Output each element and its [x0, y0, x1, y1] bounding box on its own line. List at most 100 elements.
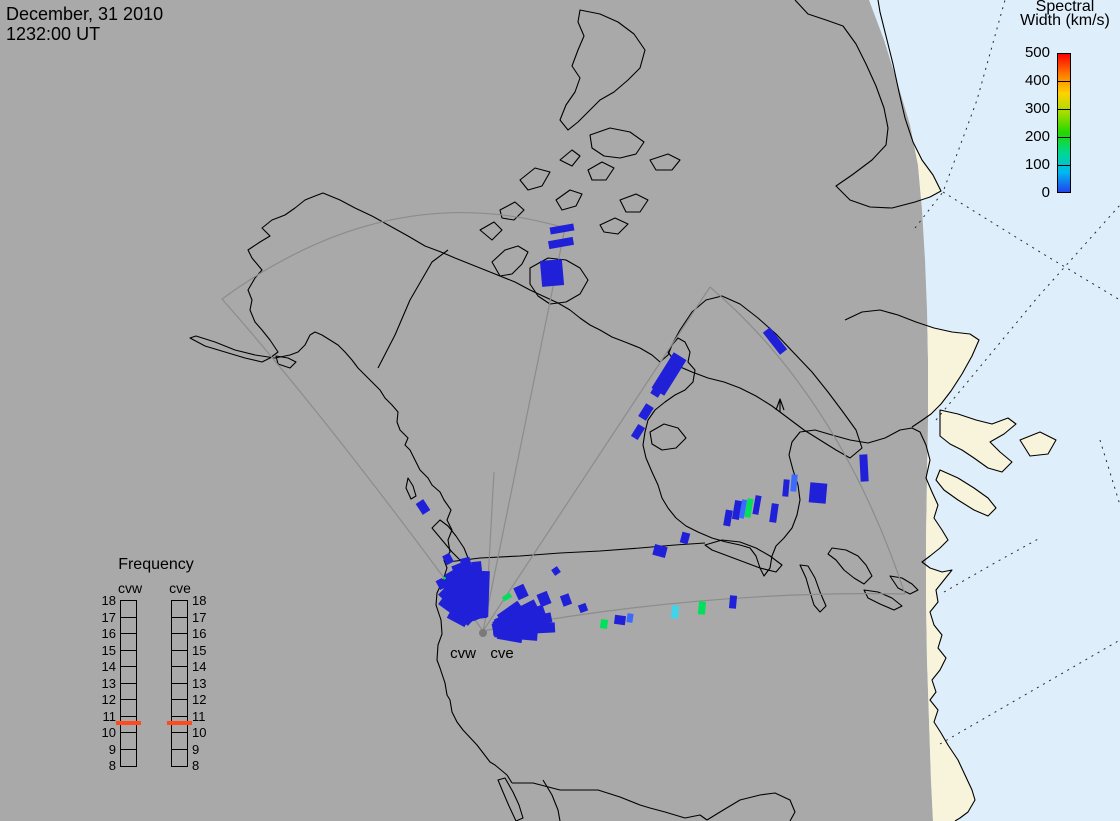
radar-fov-boundary [709, 286, 906, 595]
daylight-land [940, 410, 1016, 472]
frequency-cell-line [121, 666, 136, 667]
frequency-cell-line [121, 616, 136, 618]
frequency-scale-number: 8 [192, 758, 200, 773]
spectral-width-data-patch [762, 327, 788, 355]
frequency-cell-line [121, 748, 136, 750]
frequency-cell-line [121, 732, 136, 733]
frequency-cell-line [121, 633, 136, 634]
spectral-width-data-patch [738, 499, 748, 519]
frequency-cell-line [121, 682, 136, 684]
frequency-marker [116, 721, 141, 725]
frequency-scale-number: 11 [102, 708, 117, 724]
frequency-cell-line [121, 649, 136, 651]
frequency-scale-number: 13 [192, 675, 207, 691]
spectral-width-data-patch [859, 454, 869, 482]
coastline [555, 189, 583, 211]
colorbar-title-line1: Spectral [1035, 0, 1095, 15]
coastline [479, 221, 503, 241]
spectral-width-data-patch [638, 403, 654, 421]
coastline [794, 0, 942, 209]
radar-site-dot [479, 629, 487, 637]
graticule-dotted-line [914, 0, 1006, 229]
frequency-cell-line [172, 682, 187, 684]
coastline [619, 193, 649, 213]
coastline [275, 355, 297, 369]
frequency-column-label-cve: cve [169, 580, 191, 596]
spectral-width-data-patch [769, 503, 779, 523]
coastline [499, 201, 525, 221]
colorbar-title: Spectral Width (km/s) [1012, 0, 1118, 29]
coastline [667, 295, 863, 459]
frequency-scale-number: 10 [101, 725, 116, 740]
frequency-cell-line [172, 649, 187, 651]
coastline [519, 167, 551, 191]
colorbar-segment-line [1058, 109, 1070, 110]
spectral-width-data-patch [442, 552, 454, 566]
radar-fov-boundary [482, 227, 566, 632]
spectral-width-data-patch [599, 619, 609, 629]
frequency-cell-line [172, 732, 187, 733]
coastline [706, 792, 796, 821]
radar-fov-boundary [221, 298, 484, 632]
spectral-width-data-patch [496, 628, 524, 644]
spectral-width-data-patch [478, 570, 490, 618]
colorbar-tick-label: 200 [1024, 128, 1050, 145]
daylight-land [912, 322, 979, 427]
spectral-width-data-patch [539, 259, 565, 287]
frequency-scale-cve [171, 600, 188, 767]
coastline [491, 245, 529, 277]
spectral-width-data-patch [808, 482, 828, 504]
spectral-width-data-patch [513, 583, 529, 601]
coastline [775, 398, 785, 412]
spectral-width-data-patch [549, 223, 575, 235]
frequency-scale-number: 12 [192, 692, 207, 707]
frequency-scale-number: 16 [192, 626, 207, 641]
spectral-width-data-patch [723, 509, 733, 527]
radar-site-label-cve: cve [490, 645, 514, 662]
frequency-column-label-cvw: cvw [117, 580, 143, 596]
frequency-scale-number: 15 [101, 642, 116, 658]
frequency-scale-number: 18 [101, 593, 116, 608]
time-label: 1232:00 UT [6, 24, 101, 44]
daylight-land [916, 430, 975, 821]
frequency-scale-cvw [120, 600, 137, 767]
frequency-cell-line [172, 616, 187, 618]
frequency-cell-line [172, 748, 187, 750]
frequency-scale-number: 14 [101, 659, 116, 674]
spectral-width-data-patch [536, 590, 552, 608]
colorbar-tick-label: 0 [1041, 184, 1050, 201]
coastline [189, 192, 976, 821]
frequency-scale-number: 16 [101, 626, 116, 641]
coastline [889, 575, 919, 595]
coastline [542, 779, 561, 821]
coastline [649, 423, 687, 451]
coastline [447, 542, 706, 563]
frequency-panel-title: Frequency [118, 556, 194, 573]
colorbar-title-line2: Width (km/s) [1020, 12, 1110, 29]
spectral-width-data-patch [744, 498, 754, 518]
spectral-width-data-patch [728, 595, 738, 609]
radar-fov-boundary [221, 211, 566, 300]
colorbar-tick-label: 100 [1024, 156, 1050, 173]
spectral-width-colorbar [1057, 53, 1071, 193]
spectral-width-data-patch [652, 544, 668, 558]
frequency-scale-number: 14 [192, 659, 207, 674]
coastline [377, 249, 449, 369]
coastline [587, 161, 615, 181]
coastline [799, 564, 827, 613]
spectral-width-data-patch [752, 495, 762, 515]
colorbar-tick-label: 300 [1024, 100, 1050, 117]
coastline [935, 469, 997, 517]
coastline [559, 149, 581, 167]
coastline [559, 9, 646, 131]
colorbar-tick-label: 400 [1024, 72, 1050, 89]
frequency-cell-line [121, 699, 136, 700]
spectral-width-data-patch [679, 531, 691, 545]
spectral-width-data-patch [697, 601, 707, 615]
spectral-width-data-patch [782, 479, 790, 497]
coastline [844, 309, 980, 428]
timestamp-block: December, 31 2010 1232:00 UT [6, 4, 163, 44]
coastline [599, 217, 629, 235]
frequency-cell-line [172, 666, 187, 667]
